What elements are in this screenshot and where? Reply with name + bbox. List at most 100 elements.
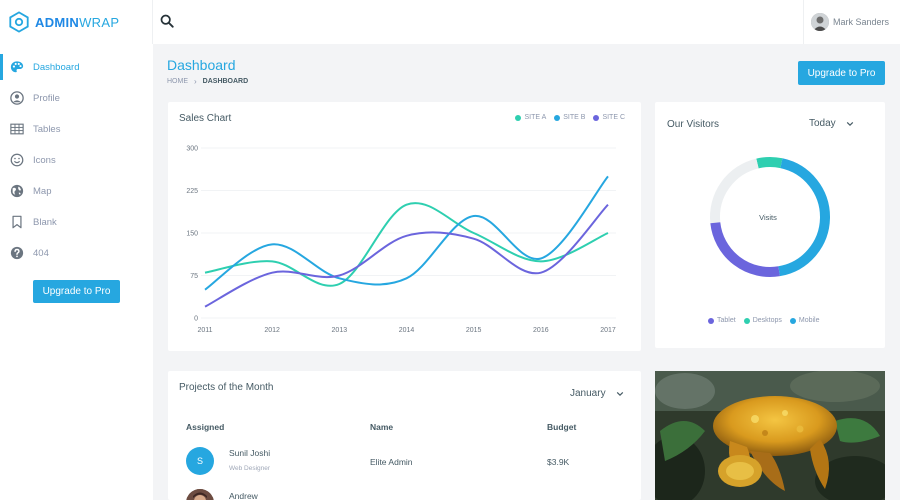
x-tick-label: 2017 (600, 327, 616, 334)
sidebar-item-label: 404 (33, 247, 49, 259)
legend-label: SITE C (602, 114, 625, 121)
visitors-donut-chart: Visits (710, 157, 830, 277)
avatar: S (186, 447, 214, 475)
legend-label: SITE A (524, 114, 547, 121)
donut-segment-mobile[interactable] (778, 158, 830, 277)
brand-name-light: WRAP (79, 14, 120, 30)
legend-dot (743, 317, 750, 324)
x-tick-label: 2012 (264, 327, 280, 334)
assignee-name: Andrew (229, 491, 258, 500)
sales-line-chart: 0 75 150 225 300 2011 2012 2013 2014 2015 2016 2017 (186, 146, 616, 334)
top-bar: ADMINWRAP Mark Sanders (0, 0, 900, 44)
sidebar-item-label: Dashboard (33, 61, 80, 73)
sales-chart-title: Sales Chart (179, 113, 232, 124)
visitors-period-value: Today (809, 118, 836, 129)
brand-name-bold: ADMIN (35, 14, 80, 30)
breadcrumb-home[interactable]: HOME (167, 78, 188, 85)
legend-item-site-c[interactable]: SITE C (593, 114, 625, 121)
legend-item-site-a[interactable]: SITE A (515, 114, 546, 121)
bookmark-icon (10, 215, 24, 229)
breadcrumb: HOME › DASHBOARD (167, 77, 248, 86)
y-tick-label: 300 (186, 146, 198, 153)
sidebar-item-tables[interactable]: Tables (0, 116, 153, 142)
legend-item-site-b[interactable]: SITE B (554, 114, 585, 121)
legend-dot (515, 114, 522, 121)
donut-segment-other[interactable] (710, 158, 759, 224)
chevron-down-icon (616, 391, 623, 396)
palette-icon (10, 60, 24, 74)
donut-segment-tablet[interactable] (710, 222, 781, 277)
legend-dot (593, 114, 600, 121)
project-name: Elite Admin (370, 457, 413, 467)
user-circle-icon (10, 91, 24, 105)
chevron-down-icon (846, 121, 853, 126)
x-tick-label: 2016 (533, 327, 549, 334)
sidebar-item-404[interactable]: 404 (0, 240, 153, 266)
legend-label: Mobile (798, 317, 820, 324)
sidebar: Dashboard Profile Tables Icons Map Blank (0, 44, 153, 500)
column-header-budget[interactable]: Budget (547, 422, 577, 432)
donut-segment-desktops[interactable] (756, 157, 783, 169)
legend-label: Tablet (717, 317, 736, 324)
x-tick-label: 2013 (332, 327, 348, 334)
header-upgrade-button[interactable]: Upgrade to Pro (798, 61, 885, 85)
sidebar-item-profile[interactable]: Profile (0, 85, 153, 111)
y-tick-label: 150 (186, 231, 198, 238)
donut-center-label: Visits (759, 213, 777, 222)
brand-logo[interactable]: ADMINWRAP (0, 0, 153, 44)
sidebar-item-map[interactable]: Map (0, 178, 153, 204)
page-title: Dashboard (167, 57, 236, 73)
sales-chart-card: Sales Chart SITE A SITE B SITE C 0 75 150 2… (168, 102, 641, 351)
sidebar-upgrade-button[interactable]: Upgrade to Pro (33, 280, 120, 303)
legend-item-tablet[interactable]: Tablet (708, 317, 736, 324)
series-line-site-c[interactable] (204, 203, 609, 308)
user-name: Mark Sanders (833, 17, 890, 27)
sidebar-item-label: Tables (33, 123, 61, 135)
visitors-title: Our Visitors (667, 119, 720, 130)
x-tick-label: 2014 (399, 327, 415, 334)
projects-month-value: January (570, 388, 606, 399)
project-budget: $3.9K (547, 457, 570, 467)
sidebar-item-blank[interactable]: Blank (0, 209, 153, 235)
sidebar-item-dashboard[interactable]: Dashboard (0, 54, 153, 80)
column-header-name[interactable]: Name (370, 422, 394, 432)
legend-dot (554, 114, 561, 121)
smile-icon (10, 153, 24, 167)
chevron-right-icon: › (194, 77, 197, 86)
projects-month-dropdown[interactable]: January (570, 388, 624, 399)
column-header-assigned[interactable]: Assigned (186, 422, 225, 432)
sidebar-item-icons[interactable]: Icons (0, 147, 153, 173)
globe-icon (10, 184, 24, 198)
help-circle-icon (10, 246, 24, 260)
legend-item-desktops[interactable]: Desktops (743, 317, 782, 324)
chart-legend: SITE A SITE B SITE C (507, 114, 625, 121)
projects-card: Projects of the Month January Assigned N… (168, 371, 641, 500)
y-tick-label: 0 (194, 316, 198, 323)
sidebar-item-label: Profile (33, 92, 60, 104)
legend-label: SITE B (563, 114, 586, 121)
visitors-period-dropdown[interactable]: Today (809, 118, 854, 129)
projects-title: Projects of the Month (179, 382, 274, 393)
search-icon[interactable] (160, 14, 174, 28)
legend-dot (708, 317, 714, 324)
y-tick-label: 225 (186, 188, 198, 195)
breadcrumb-current: DASHBOARD (202, 78, 249, 85)
series-line-site-b[interactable] (204, 175, 609, 291)
crab-photo (655, 371, 885, 500)
sidebar-item-label: Blank (33, 216, 57, 228)
hexagon-logo-icon (9, 11, 29, 33)
series-line-site-a[interactable] (204, 202, 609, 287)
y-tick-label: 75 (190, 273, 198, 280)
brand-name: ADMINWRAP (35, 15, 119, 30)
x-tick-label: 2011 (197, 327, 212, 334)
legend-label: Desktops (752, 317, 782, 324)
user-menu[interactable]: Mark Sanders (803, 0, 900, 44)
legend-item-mobile[interactable]: Mobile (789, 317, 820, 324)
legend-dot (789, 317, 796, 324)
avatar (186, 489, 214, 500)
visitors-card: Our Visitors Today Visits Tablet Desktop… (655, 102, 885, 348)
sidebar-item-label: Icons (33, 154, 56, 166)
assignee-name: Sunil Joshi (229, 448, 271, 458)
sidebar-item-label: Map (33, 185, 52, 197)
x-tick-label: 2015 (466, 327, 482, 334)
